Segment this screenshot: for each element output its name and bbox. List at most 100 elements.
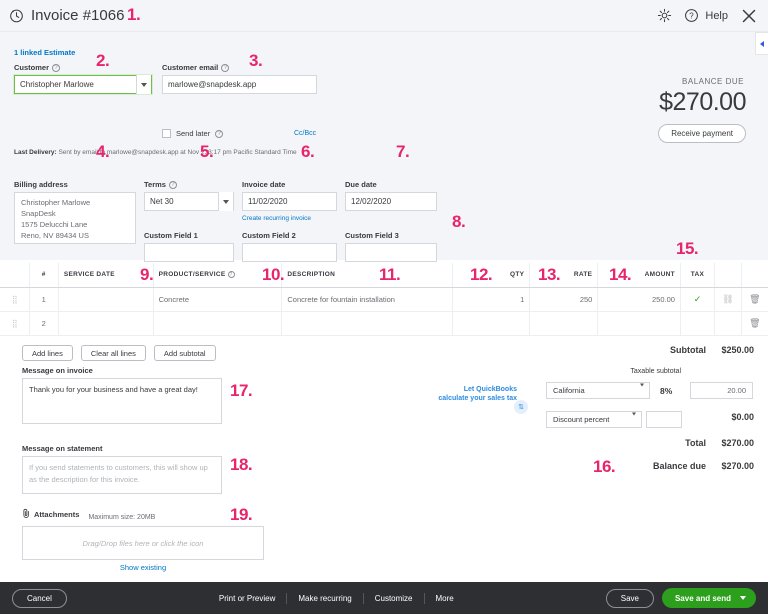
- cc-bcc-link[interactable]: Cc/Bcc: [294, 130, 317, 137]
- row-tax-checkbox[interactable]: ✓: [679, 287, 715, 312]
- help-hint-icon[interactable]: ?: [227, 271, 235, 279]
- customer-input[interactable]: Christopher Marlowe: [14, 75, 152, 94]
- message-on-statement-textarea[interactable]: If you send statements to customers, thi…: [22, 456, 222, 494]
- clear-all-lines-button[interactable]: Clear all lines: [80, 345, 146, 361]
- add-subtotal-button[interactable]: Add subtotal: [153, 345, 216, 361]
- terms-field-group: Terms ? Net 30: [144, 180, 234, 211]
- send-later-label: Send later: [176, 129, 211, 138]
- row-number: 1: [28, 287, 59, 312]
- help-hint-icon[interactable]: ?: [168, 180, 177, 189]
- make-recurring-button[interactable]: Make recurring: [287, 592, 364, 604]
- last-delivery-prefix: Last Delivery:: [14, 149, 57, 156]
- invoice-header-form: 1 linked Estimate Customer ? Christopher…: [0, 32, 768, 262]
- custom-field-3-label: Custom Field 3: [345, 231, 399, 240]
- email-value: marlowe@snapdesk.app: [168, 80, 257, 89]
- row-rate[interactable]: [529, 311, 598, 336]
- custom-field-1-input[interactable]: [144, 243, 234, 262]
- history-clock-icon[interactable]: [9, 8, 24, 23]
- save-button[interactable]: Save: [605, 588, 654, 608]
- billing-address-label: Billing address: [14, 180, 68, 189]
- attachments-max-size: Maximum size: 20MB: [88, 514, 156, 521]
- footer-links: Print or Preview Make recurring Customiz…: [208, 592, 465, 604]
- row-number: 2: [28, 311, 59, 336]
- th-service-date: SERVICE DATE: [57, 263, 154, 288]
- message-on-invoice-textarea[interactable]: Thank you for your business and have a g…: [22, 378, 222, 424]
- row-drag-handle[interactable]: ⣿: [0, 287, 30, 312]
- email-input[interactable]: marlowe@snapdesk.app: [162, 75, 317, 94]
- row-product-service[interactable]: [152, 311, 282, 336]
- send-later-checkbox[interactable]: [162, 129, 171, 138]
- check-icon: ✓: [693, 293, 702, 304]
- line-items-table: # SERVICE DATE PRODUCT/SERVICE ? DESCRIP…: [0, 263, 768, 336]
- discount-type-select[interactable]: Discount percent: [546, 411, 642, 428]
- line-items-table-zone: # SERVICE DATE PRODUCT/SERVICE ? DESCRIP…: [0, 263, 768, 336]
- message-on-invoice-group: Message on invoice Thank you for your bu…: [22, 366, 222, 424]
- customer-dropdown-button[interactable]: [136, 75, 151, 94]
- create-recurring-invoice-link[interactable]: Create recurring invoice: [242, 215, 312, 222]
- discount-input[interactable]: [646, 411, 682, 428]
- row-qty[interactable]: [451, 311, 530, 336]
- row-service-date[interactable]: [57, 311, 154, 336]
- row-amount[interactable]: [597, 311, 681, 336]
- terms-label: Terms ?: [144, 180, 234, 189]
- row-drag-handle[interactable]: ⣿: [0, 311, 30, 336]
- chevron-down-icon[interactable]: [740, 596, 746, 600]
- balance-due-label-bottom: Balance due: [652, 461, 706, 471]
- print-or-preview-button[interactable]: Print or Preview: [208, 592, 288, 604]
- help-hint-icon[interactable]: ?: [52, 63, 61, 72]
- row-description[interactable]: Concrete for fountain installation: [281, 287, 453, 312]
- chevron-down-icon[interactable]: [632, 412, 636, 424]
- row-service-date[interactable]: [57, 287, 154, 312]
- row-rate[interactable]: 250: [529, 287, 598, 312]
- tax-region-select[interactable]: California: [546, 382, 650, 399]
- chevron-left-icon[interactable]: [755, 32, 768, 55]
- gear-icon[interactable]: [657, 8, 672, 23]
- customize-button[interactable]: Customize: [364, 592, 425, 604]
- chevron-down-icon[interactable]: [640, 383, 644, 395]
- link-icon[interactable]: ⛓: [713, 287, 742, 312]
- terms-value: Net 30: [150, 197, 174, 206]
- custom-field-3-group: Custom Field 3: [345, 231, 437, 262]
- linked-estimate-link[interactable]: 1 linked Estimate: [14, 48, 76, 57]
- show-existing-link[interactable]: Show existing: [119, 563, 167, 572]
- custom-field-2-input[interactable]: [242, 243, 337, 262]
- app-header: Invoice #1066 ? Help: [0, 0, 768, 32]
- due-date-input[interactable]: 12/02/2020: [345, 192, 437, 211]
- help-hint-icon[interactable]: ?: [215, 129, 224, 138]
- close-icon[interactable]: [740, 7, 758, 25]
- cancel-button[interactable]: Cancel: [12, 588, 67, 608]
- table-row[interactable]: ⣿ 2 🗑: [0, 311, 768, 336]
- last-delivery-detail: Sent by email to marlowe@snapdesk.app at…: [58, 149, 297, 156]
- line-action-buttons: Add lines Clear all lines Add subtotal: [22, 345, 216, 361]
- attachments-dropzone[interactable]: Drag/Drop files here or click the icon: [22, 526, 264, 560]
- tax-amount-input[interactable]: 20.00: [690, 382, 753, 399]
- row-amount[interactable]: 250.00: [597, 287, 681, 312]
- save-and-send-button[interactable]: Save and send: [661, 588, 756, 608]
- row-product-service[interactable]: Concrete: [152, 287, 282, 312]
- more-button[interactable]: More: [435, 593, 454, 603]
- terms-select[interactable]: Net 30: [144, 192, 234, 211]
- invoice-date-input[interactable]: 11/02/2020: [242, 192, 337, 211]
- help-label[interactable]: Help: [705, 9, 728, 22]
- table-row[interactable]: ⣿ 1 Concrete Concrete for fountain insta…: [0, 287, 768, 312]
- question-circle-icon[interactable]: ?: [684, 8, 699, 23]
- billing-address-input[interactable]: Christopher Marlowe SnapDesk 1575 Delucc…: [14, 192, 136, 244]
- trash-icon[interactable]: 🗑: [740, 311, 768, 336]
- last-delivery-text: Last Delivery: Sent by email to marlowe@…: [14, 149, 297, 156]
- annotation-marker-16: 16.: [593, 457, 616, 476]
- custom-field-3-input[interactable]: [345, 243, 437, 262]
- trash-icon[interactable]: 🗑: [740, 287, 768, 312]
- th-number: #: [28, 263, 59, 288]
- receive-payment-button[interactable]: Receive payment: [658, 124, 746, 143]
- terms-dropdown-button[interactable]: [218, 192, 233, 211]
- annotation-marker-18: 18.: [230, 455, 253, 474]
- add-lines-button[interactable]: Add lines: [22, 345, 73, 361]
- sort-arrows-icon[interactable]: ⇅: [514, 400, 528, 414]
- send-later-group[interactable]: Send later ?: [162, 129, 224, 138]
- help-hint-icon[interactable]: ?: [221, 63, 230, 72]
- row-tax-checkbox[interactable]: [679, 311, 715, 336]
- row-description[interactable]: [281, 311, 453, 336]
- email-label: Customer email ?: [162, 63, 317, 72]
- row-qty[interactable]: 1: [451, 287, 530, 312]
- quickbooks-tax-cta[interactable]: Let QuickBooks calculate your sales tax: [438, 386, 517, 402]
